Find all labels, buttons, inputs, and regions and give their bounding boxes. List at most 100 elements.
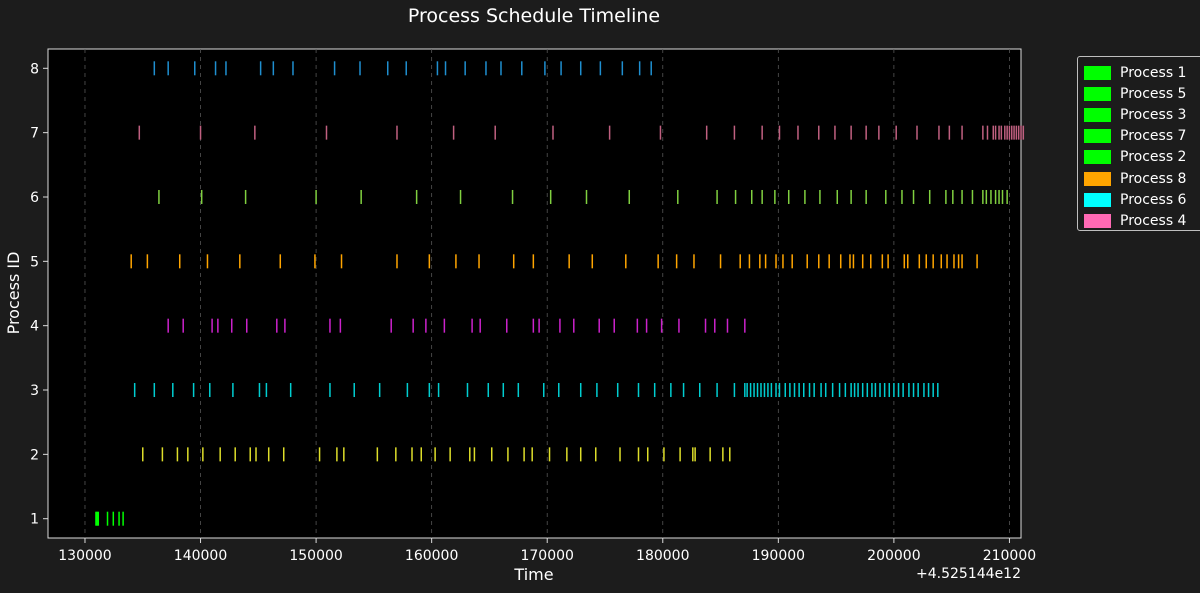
legend-item: Process 5 (1084, 83, 1200, 104)
schedule-bar (591, 254, 594, 269)
schedule-bar (750, 189, 753, 204)
schedule-bar (279, 254, 282, 269)
legend-item: Process 4 (1084, 210, 1200, 231)
schedule-bar (1004, 125, 1006, 140)
schedule-bar (756, 383, 759, 398)
schedule-bar (953, 254, 955, 269)
schedule-bar (549, 189, 552, 204)
schedule-bar (866, 383, 869, 398)
schedule-bar (784, 383, 787, 398)
schedule-bar (1013, 125, 1015, 140)
schedule-bar (663, 447, 665, 462)
schedule-bar (870, 254, 872, 269)
schedule-bar (532, 254, 535, 269)
schedule-bar (507, 447, 509, 462)
schedule-bar (490, 447, 493, 462)
schedule-bar (744, 383, 746, 398)
schedule-bar (1001, 189, 1004, 204)
schedule-bar (957, 254, 960, 269)
schedule-bar (764, 254, 767, 269)
schedule-bar (850, 383, 852, 398)
chart-title: Process Schedule Timeline (408, 5, 660, 27)
schedule-bar (142, 447, 144, 462)
schedule-bar (246, 318, 248, 333)
schedule-bar (824, 383, 827, 398)
schedule-bar (625, 254, 627, 269)
schedule-bar (778, 125, 781, 140)
schedule-bar (548, 447, 551, 462)
schedule-bar (645, 318, 648, 333)
schedule-bar (937, 383, 939, 398)
schedule-bar (376, 447, 379, 462)
legend-item: Process 6 (1084, 189, 1200, 210)
schedule-bar (888, 383, 891, 398)
schedule-bar (532, 318, 535, 333)
schedule-bar (778, 383, 781, 398)
schedule-bar (289, 383, 292, 398)
schedule-bar (670, 383, 672, 398)
schedule-bar (775, 383, 777, 398)
schedule-bar (473, 447, 476, 462)
schedule-bar (637, 383, 640, 398)
schedule-bar (923, 383, 925, 398)
legend-swatch (1084, 150, 1111, 165)
schedule-bar (538, 318, 540, 333)
schedule-bar (881, 254, 884, 269)
schedule-bar (726, 318, 729, 333)
schedule-bar (464, 61, 466, 76)
schedule-bar (267, 447, 270, 462)
schedule-bar (932, 254, 934, 269)
schedule-bar (579, 383, 582, 398)
schedule-bar (705, 125, 708, 140)
schedule-bar (390, 318, 392, 333)
schedule-bar (928, 189, 931, 204)
schedule-bar (865, 189, 867, 204)
schedule-bar (425, 318, 427, 333)
schedule-bar (903, 254, 906, 269)
schedule-bar (682, 383, 685, 398)
schedule-bar (897, 383, 900, 398)
schedule-bar (887, 254, 889, 269)
schedule-bar (808, 383, 811, 398)
schedule-bar (552, 125, 554, 140)
schedule-bar (560, 61, 562, 76)
schedule-bar (849, 254, 851, 269)
schedule-bar (219, 447, 221, 462)
schedule-bar (579, 447, 582, 462)
schedule-bar (813, 383, 815, 398)
schedule-bar (531, 447, 533, 462)
schedule-bar (714, 318, 716, 333)
schedule-bar (694, 447, 696, 462)
y-tick-label: 4 (30, 319, 39, 335)
schedule-bar (542, 383, 545, 398)
schedule-bar (861, 383, 864, 398)
schedule-bar (844, 383, 847, 398)
schedule-bar (466, 383, 469, 398)
schedule-bar (96, 511, 98, 526)
schedule-bar (329, 383, 331, 398)
legend-item: Process 2 (1084, 147, 1200, 168)
schedule-bar (599, 61, 602, 76)
schedule-bar (650, 61, 652, 76)
schedule-bar (945, 189, 947, 204)
y-axis-ticks: 1 2 3 4 5 6 7 8 (30, 61, 48, 528)
schedule-bar (459, 189, 462, 204)
legend-swatch (1084, 107, 1111, 122)
schedule-bar (850, 189, 852, 204)
schedule-bar (1000, 125, 1003, 140)
schedule-bar (420, 447, 423, 462)
schedule-bar (804, 189, 806, 204)
schedule-bar (818, 254, 820, 269)
schedule-bar (318, 447, 321, 462)
schedule-bar (761, 189, 763, 204)
schedule-bar (677, 189, 679, 204)
y-tick-label: 5 (30, 254, 39, 270)
schedule-bar (1006, 189, 1008, 204)
schedule-bar (568, 254, 570, 269)
schedule-bar (961, 189, 963, 204)
schedule-bar (258, 383, 261, 398)
schedule-bar (259, 61, 262, 76)
schedule-bar (146, 254, 149, 269)
y-tick-label: 1 (30, 512, 39, 528)
schedule-bar (411, 447, 413, 462)
